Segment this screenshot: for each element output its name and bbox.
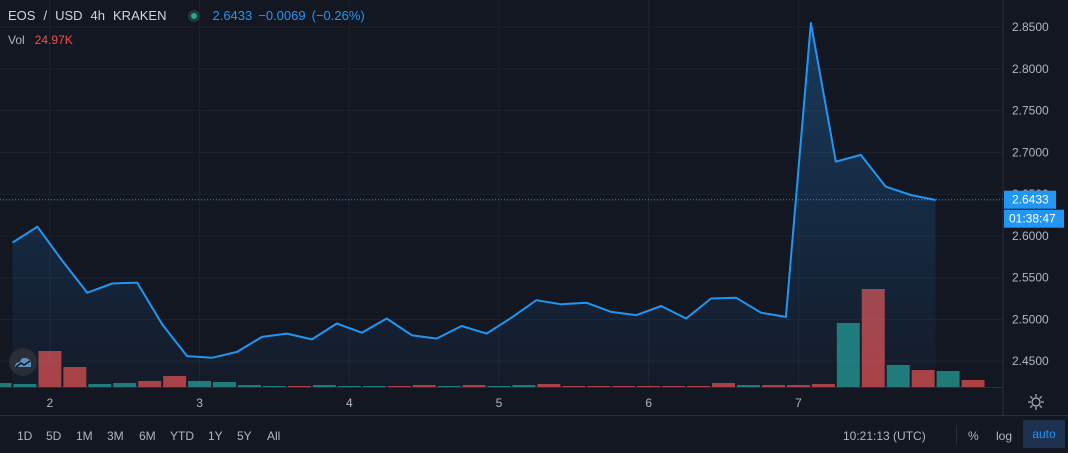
last-price-label-bg [1004, 190, 1056, 209]
price-area [11, 22, 936, 387]
x-tick-label: 3 [196, 396, 203, 410]
y-tick-label: 2.8000 [1012, 62, 1049, 76]
tradingview-logo-icon[interactable] [9, 348, 37, 376]
symbol-quote[interactable]: USD [55, 8, 83, 23]
market-status-icon [188, 9, 201, 22]
x-tick-label: 7 [795, 396, 802, 410]
x-tick-label: 6 [645, 396, 652, 410]
range-button-all[interactable]: All [267, 429, 281, 443]
percent-scale-button[interactable]: % [968, 429, 979, 443]
interval-label[interactable]: 4h [90, 8, 106, 23]
countdown-label: 01:38:47 [1009, 212, 1056, 226]
y-tick-label: 2.8500 [1012, 20, 1049, 34]
volume-legend: Vol 24.97K [8, 33, 73, 47]
countdown-label-bg [1004, 209, 1064, 228]
range-button-3m[interactable]: 3M [107, 429, 124, 443]
range-button-ytd[interactable]: YTD [170, 429, 194, 443]
range-button-5d[interactable]: 5D [46, 429, 62, 443]
price-area-fill [12, 23, 936, 387]
range-button-5y[interactable]: 5Y [237, 429, 252, 443]
auto-scale-button[interactable]: auto [1023, 420, 1065, 448]
y-tick-label: 2.4500 [1012, 354, 1049, 368]
utc-clock[interactable]: 10:21:13 (UTC) [843, 429, 926, 443]
price-change-percent: (−0.26%) [311, 8, 365, 23]
last-price: 2.6433 [212, 8, 253, 23]
symbol-base[interactable]: EOS [8, 8, 36, 23]
y-tick-label: 2.7500 [1012, 104, 1049, 118]
toolbar-divider [956, 425, 957, 445]
volume-label[interactable]: Vol [8, 33, 25, 47]
x-tick-label: 4 [346, 396, 353, 410]
log-scale-button[interactable]: log [996, 429, 1013, 443]
symbol-separator: / [43, 8, 48, 23]
x-tick-label: 5 [496, 396, 503, 410]
last-price-label: 2.6433 [1012, 193, 1049, 207]
range-button-6m[interactable]: 6M [139, 429, 156, 443]
volume-value: 24.97K [34, 33, 73, 47]
y-tick-label: 2.7000 [1012, 145, 1049, 159]
volume-bar [0, 383, 12, 387]
y-tick-label: 2.5500 [1012, 271, 1049, 285]
bottom-toolbar: 1D 5D 1M 3M 6M YTD 1Y 5Y All 10:21:13 (U… [0, 415, 1068, 453]
range-button-1d[interactable]: 1D [17, 429, 33, 443]
volume-bar [961, 380, 985, 387]
last-price-marker: 2.6433 01:38:47 [0, 190, 1064, 228]
range-button-1m[interactable]: 1M [76, 429, 93, 443]
volume-bar [936, 371, 960, 387]
gear-icon[interactable] [1027, 393, 1045, 411]
price-chart[interactable]: 2.85002.80002.75002.70002.65002.60002.55… [0, 0, 1068, 415]
y-tick-label: 2.5000 [1012, 312, 1049, 326]
y-tick-label: 2.6000 [1012, 229, 1049, 243]
range-button-1y[interactable]: 1Y [208, 429, 223, 443]
price-change: −0.0069 [258, 8, 306, 23]
price-line [11, 22, 936, 359]
chart-legend: EOS / USD 4h KRAKEN 2.6433 −0.0069 (−0.2… [8, 8, 365, 23]
x-tick-label: 2 [47, 396, 54, 410]
exchange-label: KRAKEN [113, 8, 167, 23]
